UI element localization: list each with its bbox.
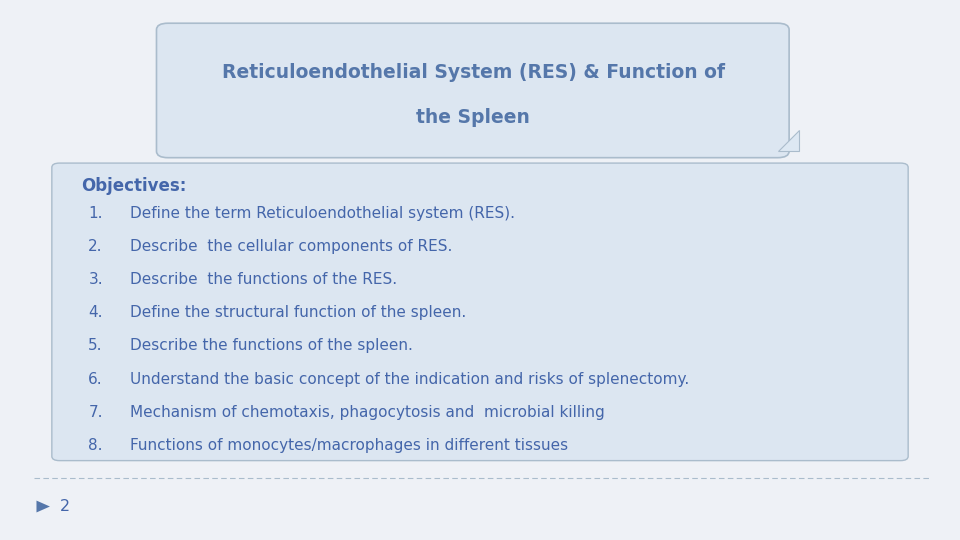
Text: Understand the basic concept of the indication and risks of splenectomy.: Understand the basic concept of the indi…: [130, 372, 689, 387]
Text: Define the structural function of the spleen.: Define the structural function of the sp…: [130, 305, 466, 320]
Text: the Spleen: the Spleen: [417, 107, 530, 127]
Text: Functions of monocytes/macrophages in different tissues: Functions of monocytes/macrophages in di…: [130, 438, 567, 453]
Text: 7.: 7.: [88, 405, 103, 420]
Text: Define the term Reticuloendothelial system (RES).: Define the term Reticuloendothelial syst…: [130, 206, 515, 221]
Text: 4.: 4.: [88, 305, 103, 320]
Text: 6.: 6.: [88, 372, 103, 387]
Polygon shape: [778, 130, 799, 151]
Polygon shape: [36, 501, 50, 512]
FancyBboxPatch shape: [156, 23, 789, 158]
Text: 3.: 3.: [88, 272, 103, 287]
Text: 2.: 2.: [88, 239, 103, 254]
Text: Reticuloendothelial System (RES) & Function of: Reticuloendothelial System (RES) & Funct…: [222, 63, 725, 83]
Text: 1.: 1.: [88, 206, 103, 221]
Text: 5.: 5.: [88, 339, 103, 354]
Text: Mechanism of chemotaxis, phagocytosis and  microbial killing: Mechanism of chemotaxis, phagocytosis an…: [130, 405, 605, 420]
Text: Objectives:: Objectives:: [82, 177, 187, 195]
Text: 8.: 8.: [88, 438, 103, 453]
FancyBboxPatch shape: [52, 163, 908, 461]
Text: Describe  the cellular components of RES.: Describe the cellular components of RES.: [130, 239, 452, 254]
Text: Describe the functions of the spleen.: Describe the functions of the spleen.: [130, 339, 413, 354]
Text: Describe  the functions of the RES.: Describe the functions of the RES.: [130, 272, 396, 287]
Text: 2: 2: [60, 499, 70, 514]
